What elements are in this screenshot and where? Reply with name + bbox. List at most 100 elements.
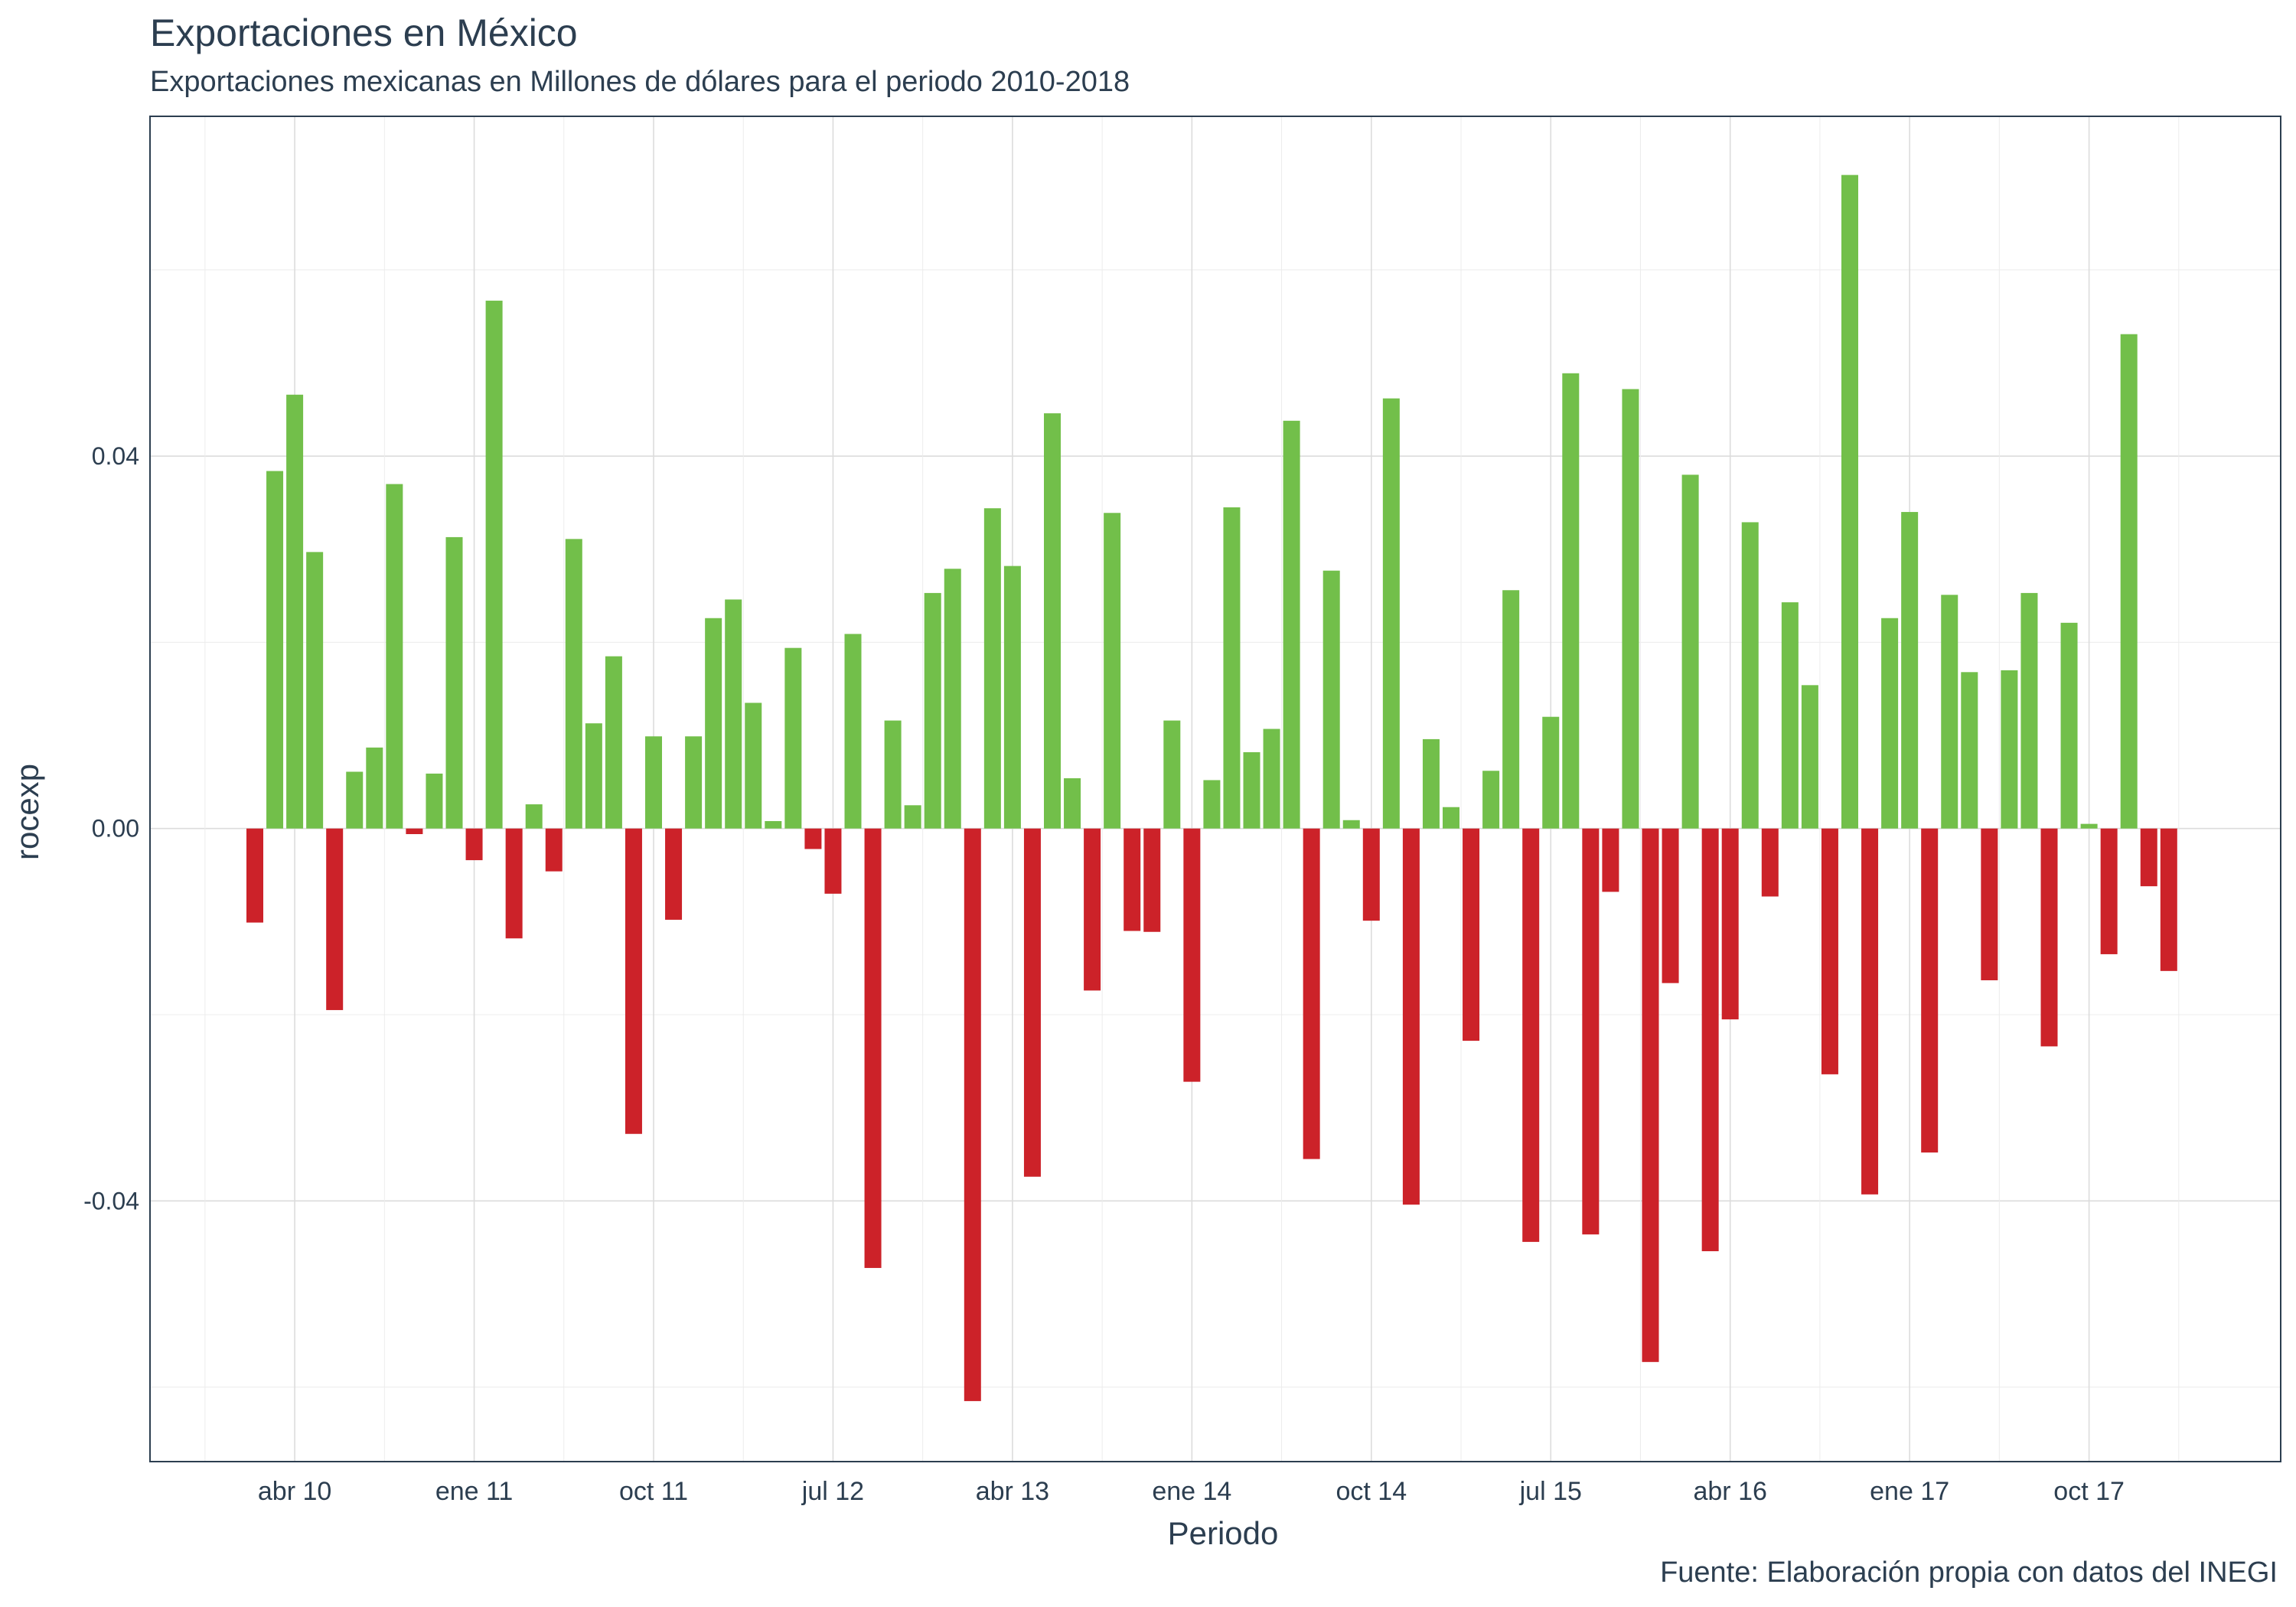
bar-negative <box>1362 828 1380 921</box>
bar-negative <box>2100 828 2118 954</box>
bar-positive <box>844 634 862 829</box>
bar-negative <box>1522 828 1540 1242</box>
bar-positive <box>1422 738 1440 829</box>
bar-positive <box>346 771 364 829</box>
x-tick-label: abr 13 <box>976 1477 1049 1506</box>
chart-caption: Fuente: Elaboración propia con datos del… <box>1660 1556 2278 1589</box>
bar-negative <box>1402 828 1420 1205</box>
bar-positive <box>485 300 503 829</box>
x-tick-label: oct 14 <box>1336 1477 1407 1506</box>
bar-positive <box>705 618 722 829</box>
y-tick-label: -0.04 <box>83 1187 139 1214</box>
bar-positive <box>306 552 324 829</box>
bar-positive <box>1881 618 1899 829</box>
bar-negative <box>1303 828 1320 1159</box>
bar-negative <box>2040 828 2058 1047</box>
bar-negative <box>246 828 263 923</box>
bar-positive <box>2001 670 2018 829</box>
bar-negative <box>1602 828 1619 892</box>
bar-positive <box>1342 820 1360 829</box>
bar-positive <box>1961 672 1978 829</box>
bar-negative <box>326 828 344 1010</box>
bar-positive <box>386 484 403 829</box>
bar-positive <box>1941 595 1958 829</box>
bar-negative <box>465 828 483 861</box>
bar-negative <box>1642 828 1659 1362</box>
x-tick-label: ene 11 <box>435 1477 513 1506</box>
bar-positive <box>445 536 463 829</box>
bar-negative <box>505 828 523 939</box>
bar-negative <box>1921 828 1939 1153</box>
bar-series <box>246 174 2177 1401</box>
bar-positive <box>1741 522 1759 829</box>
bar-positive <box>784 647 802 829</box>
bar-negative <box>625 828 642 1134</box>
bar-positive <box>1044 413 1061 829</box>
bar-positive <box>1003 566 1021 829</box>
bar-positive <box>1104 513 1121 829</box>
y-tick-label: 0.04 <box>92 442 139 470</box>
bar-positive <box>1901 512 1919 829</box>
bar-negative <box>1582 828 1600 1235</box>
bar-positive <box>1322 570 1340 829</box>
bar-positive <box>645 736 662 829</box>
bar-positive <box>1542 716 1560 829</box>
y-tick-label: 0.00 <box>92 815 139 843</box>
bar-positive <box>1841 174 1858 829</box>
bar-positive <box>366 747 383 829</box>
bar-negative <box>864 828 882 1268</box>
bar-positive <box>1064 778 1081 829</box>
bar-positive <box>2060 622 2078 829</box>
bar-negative <box>1662 828 1679 983</box>
bar-positive <box>1562 373 1580 829</box>
bar-negative <box>665 828 683 920</box>
bar-positive <box>745 702 762 829</box>
plot-panel-border <box>149 116 2281 1462</box>
bar-positive <box>1781 602 1799 829</box>
bar-positive <box>585 723 602 829</box>
bar-positive <box>2120 334 2138 829</box>
bar-negative <box>1701 828 1719 1252</box>
bar-negative <box>964 828 981 1401</box>
bar-positive <box>1482 771 1500 829</box>
y-axis-ticks: -0.04 0.00 0.04 <box>83 442 139 1214</box>
bar-positive <box>1801 685 1818 829</box>
bar-negative <box>1023 828 1041 1177</box>
bar-positive <box>1223 507 1241 829</box>
bar-positive <box>1263 729 1280 829</box>
bar-positive <box>765 820 782 829</box>
bar-negative <box>1143 828 1161 932</box>
bar-positive <box>1243 751 1261 829</box>
bar-negative <box>824 828 842 894</box>
bar-positive <box>525 804 543 829</box>
x-axis-ticks: abr 10 ene 11 oct 11 jul 12 abr 13 ene 14 oct … <box>258 1477 2125 1506</box>
chart-subtitle: Exportaciones mexicanas en Millones de d… <box>150 66 1130 98</box>
x-axis-title: Periodo <box>1168 1515 1279 1551</box>
x-tick-label: abr 16 <box>1693 1477 1766 1506</box>
bar-negative <box>2140 828 2157 887</box>
bar-positive <box>1283 420 1300 829</box>
bar-positive <box>884 720 902 829</box>
bar-negative <box>1861 828 1879 1195</box>
bar-negative <box>406 828 423 835</box>
bar-positive <box>983 508 1001 829</box>
x-tick-label: oct 11 <box>619 1477 688 1506</box>
x-tick-label: oct 17 <box>2053 1477 2125 1506</box>
bar-positive <box>426 773 443 829</box>
bar-positive <box>1382 398 1400 829</box>
bar-negative <box>545 828 563 872</box>
bar-negative <box>1761 828 1779 897</box>
y-axis-title: rocexp <box>9 764 45 860</box>
bar-positive <box>1681 474 1699 829</box>
bar-negative <box>1463 828 1480 1041</box>
bar-negative <box>1821 828 1838 1074</box>
bar-negative <box>804 828 822 849</box>
bar-negative <box>2160 828 2177 971</box>
bar-positive <box>1203 780 1221 829</box>
bar-positive <box>924 592 941 829</box>
bar-positive <box>565 539 582 829</box>
chart-title: Exportaciones en México <box>150 11 578 54</box>
bar-negative <box>1183 828 1201 1082</box>
bar-negative <box>1981 828 1998 981</box>
